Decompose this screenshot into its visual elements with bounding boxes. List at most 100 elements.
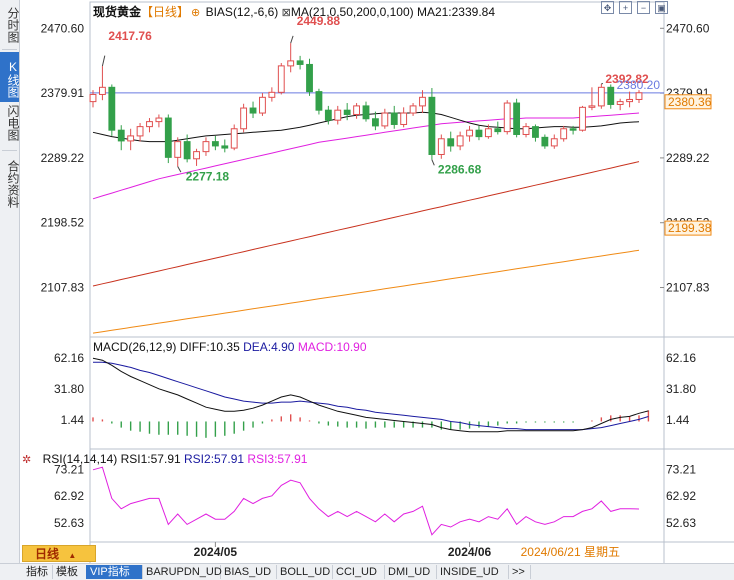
candle[interactable] bbox=[307, 64, 313, 91]
candle[interactable] bbox=[617, 102, 623, 105]
fullscreen-icon[interactable]: ✥ bbox=[601, 1, 614, 14]
candle[interactable] bbox=[504, 103, 510, 132]
candle[interactable] bbox=[156, 118, 162, 122]
candle[interactable] bbox=[391, 113, 397, 124]
macd-tick-right: 1.44 bbox=[666, 413, 690, 427]
candle[interactable] bbox=[627, 99, 633, 101]
dea-value: DEA:4.90 bbox=[243, 340, 294, 354]
candle[interactable] bbox=[203, 142, 209, 152]
candle[interactable] bbox=[467, 130, 473, 136]
candle[interactable] bbox=[636, 93, 642, 100]
candle[interactable] bbox=[551, 139, 557, 146]
candle[interactable] bbox=[514, 103, 520, 134]
ma-price-value: 2199.38 bbox=[668, 221, 712, 235]
rsi-header: ✲ RSI(14,14,14) RSI1:57.91 RSI2:57.91 RS… bbox=[22, 452, 307, 466]
candle[interactable] bbox=[194, 152, 200, 159]
candle[interactable] bbox=[354, 106, 360, 115]
price-level-label: 2380.20 bbox=[617, 78, 661, 92]
candle[interactable] bbox=[363, 106, 369, 119]
rsi-settings-icon[interactable]: ✲ bbox=[22, 454, 31, 466]
candle[interactable] bbox=[476, 130, 482, 136]
candle[interactable] bbox=[401, 113, 407, 124]
annotation-high-2449-pointer bbox=[291, 36, 293, 43]
bottom-tab[interactable]: 指标 bbox=[22, 565, 53, 579]
candle[interactable] bbox=[128, 136, 134, 141]
candle[interactable] bbox=[250, 108, 256, 113]
candle[interactable] bbox=[420, 97, 426, 106]
candle[interactable] bbox=[598, 87, 604, 106]
candle[interactable] bbox=[542, 137, 548, 146]
candle[interactable] bbox=[184, 142, 190, 159]
candle[interactable] bbox=[109, 87, 115, 130]
zoom-out-icon[interactable]: − bbox=[637, 1, 650, 14]
ma-label: MA(21,0,50,200,0,100) bbox=[291, 5, 414, 19]
instrument-name: 现货黄金 bbox=[93, 5, 141, 19]
bottom-tab[interactable]: DMI_UD bbox=[384, 565, 437, 579]
bottom-tab[interactable]: BOLL_UD bbox=[276, 565, 333, 579]
candle[interactable] bbox=[231, 129, 237, 148]
candle[interactable] bbox=[372, 119, 378, 126]
candle[interactable] bbox=[485, 129, 491, 137]
macd-tick-left: 62.16 bbox=[54, 351, 84, 365]
candle[interactable] bbox=[382, 113, 388, 126]
period-label: 日线 bbox=[35, 547, 59, 561]
ma-settings-icon[interactable]: ⊠ bbox=[282, 7, 291, 19]
rsi-tick-right: 62.92 bbox=[666, 489, 696, 503]
bottom-tab[interactable]: INSIDE_UD bbox=[436, 565, 509, 579]
candle[interactable] bbox=[495, 129, 501, 132]
candle[interactable] bbox=[429, 97, 435, 154]
candle[interactable] bbox=[241, 108, 247, 129]
candle[interactable] bbox=[523, 127, 529, 135]
candle[interactable] bbox=[570, 129, 576, 130]
candle[interactable] bbox=[288, 61, 294, 66]
candle[interactable] bbox=[212, 142, 218, 146]
diff-value: DIFF:10.35 bbox=[180, 340, 240, 354]
settings-icon[interactable]: ⊕ bbox=[191, 7, 200, 19]
rsi-label: RSI(14,14,14) bbox=[43, 452, 118, 466]
candle[interactable] bbox=[580, 107, 586, 130]
candle[interactable] bbox=[260, 97, 266, 113]
candle[interactable] bbox=[410, 106, 416, 113]
bottom-tab[interactable]: BIAS_UD bbox=[220, 565, 277, 579]
bottom-tab[interactable]: 模板 bbox=[52, 565, 87, 579]
candle[interactable] bbox=[90, 94, 96, 101]
period-selector[interactable]: 日线 ▲ bbox=[22, 545, 96, 562]
bottom-tab[interactable]: BARUPDN_UD bbox=[142, 565, 221, 579]
window-controls: ✥ +−▣ bbox=[601, 1, 673, 19]
candle[interactable] bbox=[222, 146, 228, 148]
price-tick-left: 2107.83 bbox=[41, 281, 85, 295]
candle[interactable] bbox=[316, 92, 322, 111]
bottom-tab[interactable]: VIP指标 bbox=[86, 565, 143, 579]
annotation-low-2286-pointer bbox=[432, 160, 434, 166]
candle[interactable] bbox=[137, 127, 143, 136]
macd-value: MACD:10.90 bbox=[298, 340, 367, 354]
candle[interactable] bbox=[344, 110, 350, 114]
candle[interactable] bbox=[448, 139, 454, 146]
candle[interactable] bbox=[278, 66, 284, 92]
annotation-high-2417: 2417.76 bbox=[108, 29, 152, 43]
price-tick-right: 2470.60 bbox=[666, 21, 710, 35]
candle[interactable] bbox=[147, 122, 153, 127]
candle[interactable] bbox=[335, 110, 341, 120]
candle[interactable] bbox=[175, 142, 181, 158]
candle[interactable] bbox=[438, 139, 444, 155]
candle[interactable] bbox=[325, 110, 331, 120]
chart-header: 现货黄金【日线】⊕ BIAS(12,-6,6) ⊠MA(21,0,50,200,… bbox=[93, 3, 495, 20]
candle[interactable] bbox=[269, 92, 275, 97]
bottom-tab[interactable]: >> bbox=[508, 565, 531, 579]
candle[interactable] bbox=[457, 136, 463, 146]
bottom-tab[interactable]: CCI_UD bbox=[332, 565, 385, 579]
candle[interactable] bbox=[297, 61, 303, 65]
candle[interactable] bbox=[533, 127, 539, 138]
candle[interactable] bbox=[118, 130, 124, 141]
rsi-tick-right: 52.63 bbox=[666, 516, 696, 530]
candle[interactable] bbox=[561, 129, 567, 139]
candle[interactable] bbox=[608, 87, 614, 104]
candle[interactable] bbox=[589, 106, 595, 107]
zoom-in-icon[interactable]: + bbox=[619, 1, 632, 14]
candle[interactable] bbox=[99, 87, 105, 94]
maximize-icon[interactable]: ▣ bbox=[655, 1, 668, 14]
candle[interactable] bbox=[165, 118, 171, 157]
